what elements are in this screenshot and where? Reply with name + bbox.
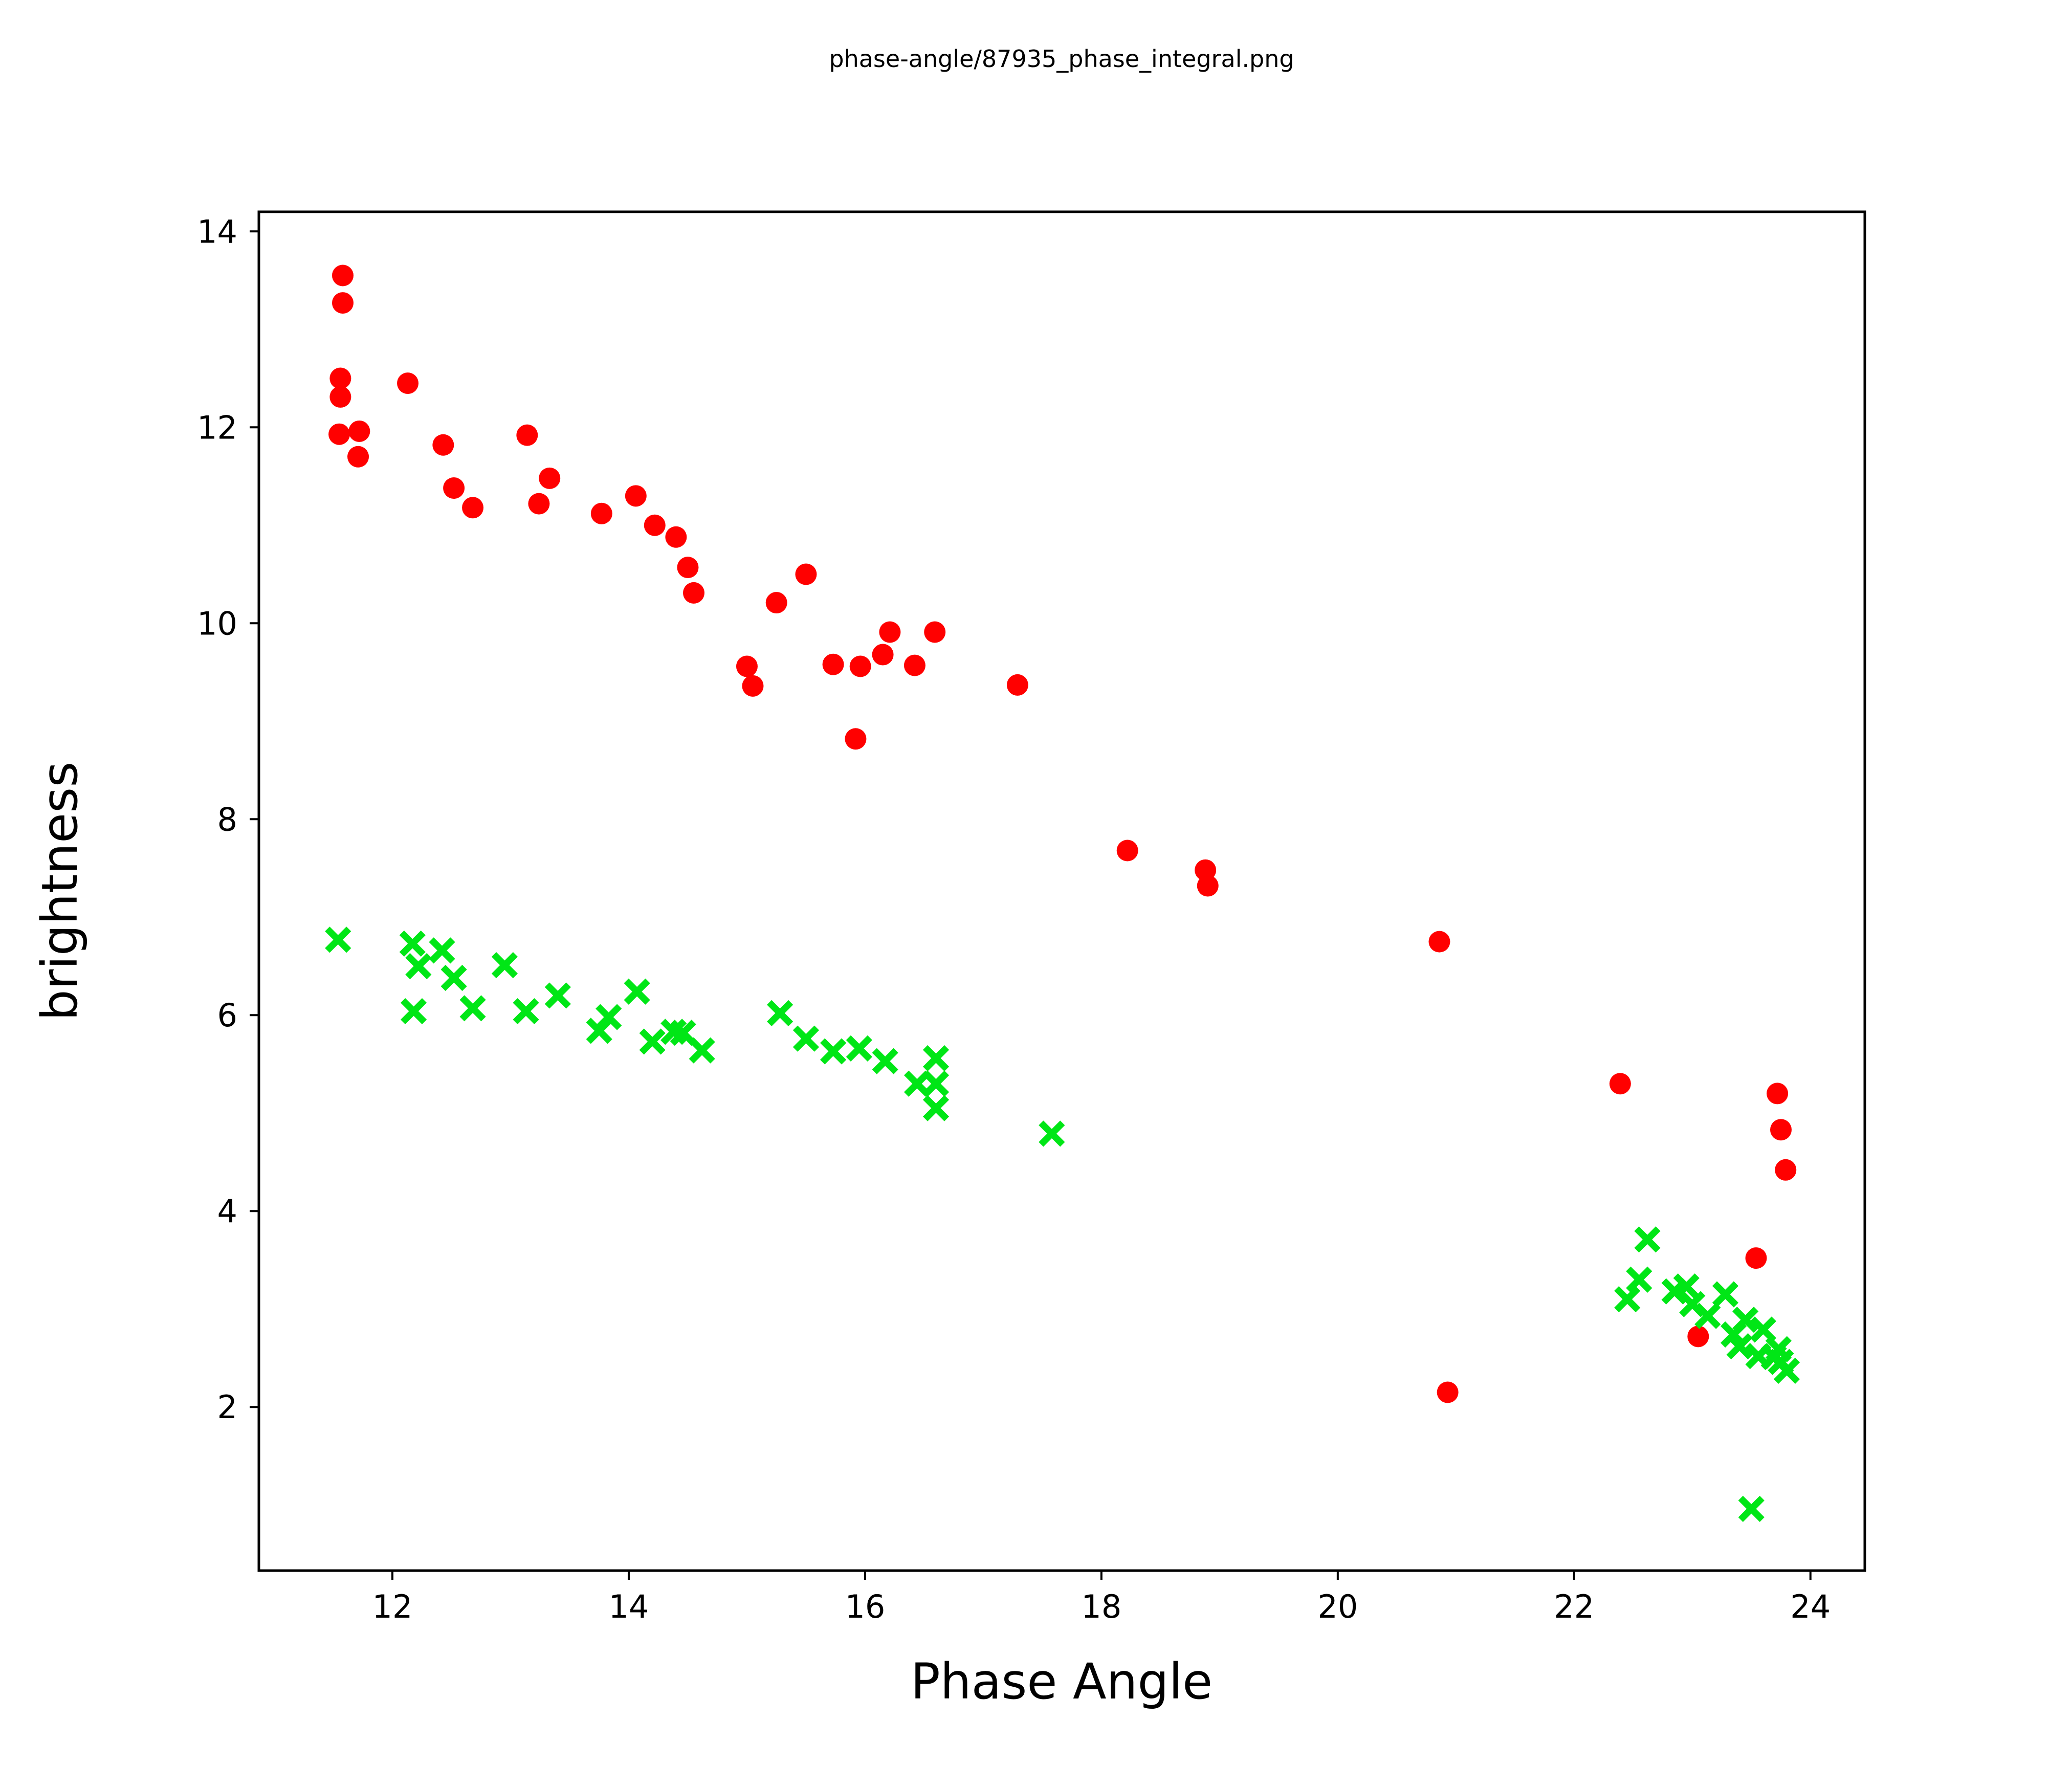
x-tick-label: 14 bbox=[609, 1588, 649, 1625]
scatter-point-red-circles bbox=[924, 621, 946, 643]
scatter-point-red-circles bbox=[765, 592, 787, 614]
scatter-point-red-circles bbox=[665, 526, 687, 548]
scatter-point-green-crosses bbox=[405, 953, 432, 980]
scatter-point-red-circles bbox=[328, 423, 350, 445]
scatter-point-red-circles bbox=[1428, 931, 1450, 953]
x-tick-label: 24 bbox=[1790, 1588, 1831, 1625]
scatter-point-green-crosses bbox=[872, 1048, 898, 1074]
x-tick-label: 22 bbox=[1554, 1588, 1594, 1625]
scatter-point-green-crosses bbox=[596, 1004, 622, 1030]
scatter-point-green-crosses bbox=[325, 926, 351, 953]
scatter-point-red-circles bbox=[347, 446, 369, 468]
scatter-point-red-circles bbox=[329, 367, 351, 389]
scatter-point-green-crosses bbox=[1626, 1266, 1652, 1293]
scatter-point-green-crosses bbox=[459, 995, 486, 1022]
scatter-point-red-circles bbox=[742, 675, 764, 697]
y-tick-label: 10 bbox=[197, 605, 237, 642]
scatter-point-green-crosses bbox=[639, 1028, 666, 1055]
scatter-point-red-circles bbox=[539, 467, 561, 489]
scatter-point-red-circles bbox=[736, 655, 758, 677]
scatter-point-green-crosses bbox=[1732, 1307, 1759, 1333]
x-tick-label: 18 bbox=[1081, 1588, 1121, 1625]
scatter-point-red-circles bbox=[1609, 1073, 1631, 1095]
scatter-point-green-crosses bbox=[820, 1038, 847, 1065]
scatter-point-red-circles bbox=[625, 485, 647, 507]
scatter-point-red-circles bbox=[590, 502, 612, 524]
y-tick-label: 2 bbox=[217, 1388, 237, 1426]
scatter-point-red-circles bbox=[677, 557, 699, 579]
y-axis-label: brightness bbox=[31, 762, 89, 1021]
scatter-point-red-circles bbox=[1006, 674, 1028, 696]
scatter-point-green-crosses bbox=[1773, 1357, 1800, 1384]
points-layer bbox=[325, 264, 1800, 1522]
scatter-point-red-circles bbox=[443, 477, 465, 499]
scatter-point-red-circles bbox=[822, 653, 844, 675]
y-tick-label: 4 bbox=[217, 1193, 237, 1230]
scatter-point-green-crosses bbox=[1673, 1273, 1700, 1300]
chart-title: phase-angle/87935_phase_integral.png bbox=[829, 45, 1294, 73]
scatter-point-green-crosses bbox=[922, 1070, 950, 1097]
scatter-point-green-crosses bbox=[513, 998, 539, 1025]
scatter-point-green-crosses bbox=[1694, 1303, 1721, 1329]
x-axis-label: Phase Angle bbox=[911, 1653, 1213, 1710]
scatter-point-green-crosses bbox=[1039, 1120, 1065, 1147]
y-tick-label: 14 bbox=[197, 213, 237, 250]
scatter-point-red-circles bbox=[332, 292, 354, 314]
scatter-point-green-crosses bbox=[1726, 1333, 1753, 1360]
scatter-point-green-crosses bbox=[440, 964, 467, 991]
scatter-point-green-crosses bbox=[767, 1000, 793, 1027]
x-tick-label: 12 bbox=[372, 1588, 413, 1625]
y-tick-label: 8 bbox=[217, 801, 237, 838]
scatter-point-green-crosses bbox=[624, 978, 650, 1005]
labels-layer: Phase Angle brightness bbox=[31, 762, 1213, 1710]
scatter-point-green-crosses bbox=[689, 1037, 715, 1064]
scatter-point-red-circles bbox=[332, 264, 354, 286]
scatter-point-red-circles bbox=[1745, 1247, 1767, 1269]
scatter-point-red-circles bbox=[432, 434, 454, 456]
scatter-point-green-crosses bbox=[922, 1045, 950, 1072]
scatter-point-red-circles bbox=[397, 372, 419, 394]
scatter-point-green-crosses bbox=[491, 952, 518, 979]
scatter-point-green-crosses bbox=[399, 930, 426, 957]
scatter-point-red-circles bbox=[1197, 875, 1219, 897]
scatter-point-red-circles bbox=[516, 424, 538, 446]
x-tick-label: 20 bbox=[1317, 1588, 1358, 1625]
x-tick-label: 16 bbox=[845, 1588, 885, 1625]
scatter-point-red-circles bbox=[329, 386, 351, 408]
scatter-point-green-crosses bbox=[1738, 1495, 1765, 1522]
scatter-point-red-circles bbox=[872, 644, 894, 666]
scatter-point-red-circles bbox=[1687, 1326, 1709, 1348]
scatter-point-green-crosses bbox=[1634, 1226, 1661, 1253]
scatter-point-green-crosses bbox=[670, 1020, 696, 1046]
scatter-point-red-circles bbox=[348, 420, 370, 442]
scatter-point-red-circles bbox=[1775, 1159, 1797, 1181]
scatter-point-red-circles bbox=[795, 563, 817, 585]
scatter-point-green-crosses bbox=[1614, 1286, 1641, 1313]
scatter-point-red-circles bbox=[849, 655, 871, 677]
scatter-point-green-crosses bbox=[922, 1095, 950, 1121]
scatter-point-red-circles bbox=[1116, 840, 1138, 862]
scatter-point-green-crosses bbox=[792, 1025, 820, 1052]
scatter-point-red-circles bbox=[528, 493, 550, 515]
scatter-point-red-circles bbox=[683, 582, 705, 604]
plot-frame bbox=[257, 210, 1866, 1572]
scatter-point-red-circles bbox=[1767, 1083, 1789, 1105]
scatter-point-red-circles bbox=[1770, 1119, 1792, 1141]
scatter-point-red-circles bbox=[644, 514, 666, 536]
scatter-point-green-crosses bbox=[429, 937, 455, 964]
scatter-point-red-circles bbox=[903, 654, 925, 676]
scatter-point-green-crosses bbox=[400, 998, 427, 1025]
scatter-point-red-circles bbox=[1437, 1381, 1459, 1403]
scatter-point-red-circles bbox=[462, 497, 484, 519]
scatter-point-green-crosses bbox=[846, 1035, 872, 1062]
scatter-point-green-crosses bbox=[1712, 1281, 1739, 1308]
scatter-point-red-circles bbox=[845, 728, 867, 750]
y-tick-label: 12 bbox=[197, 409, 237, 446]
y-tick-label: 6 bbox=[217, 997, 237, 1034]
scatter-point-red-circles bbox=[879, 621, 901, 643]
scatter-point-green-crosses bbox=[544, 982, 571, 1009]
